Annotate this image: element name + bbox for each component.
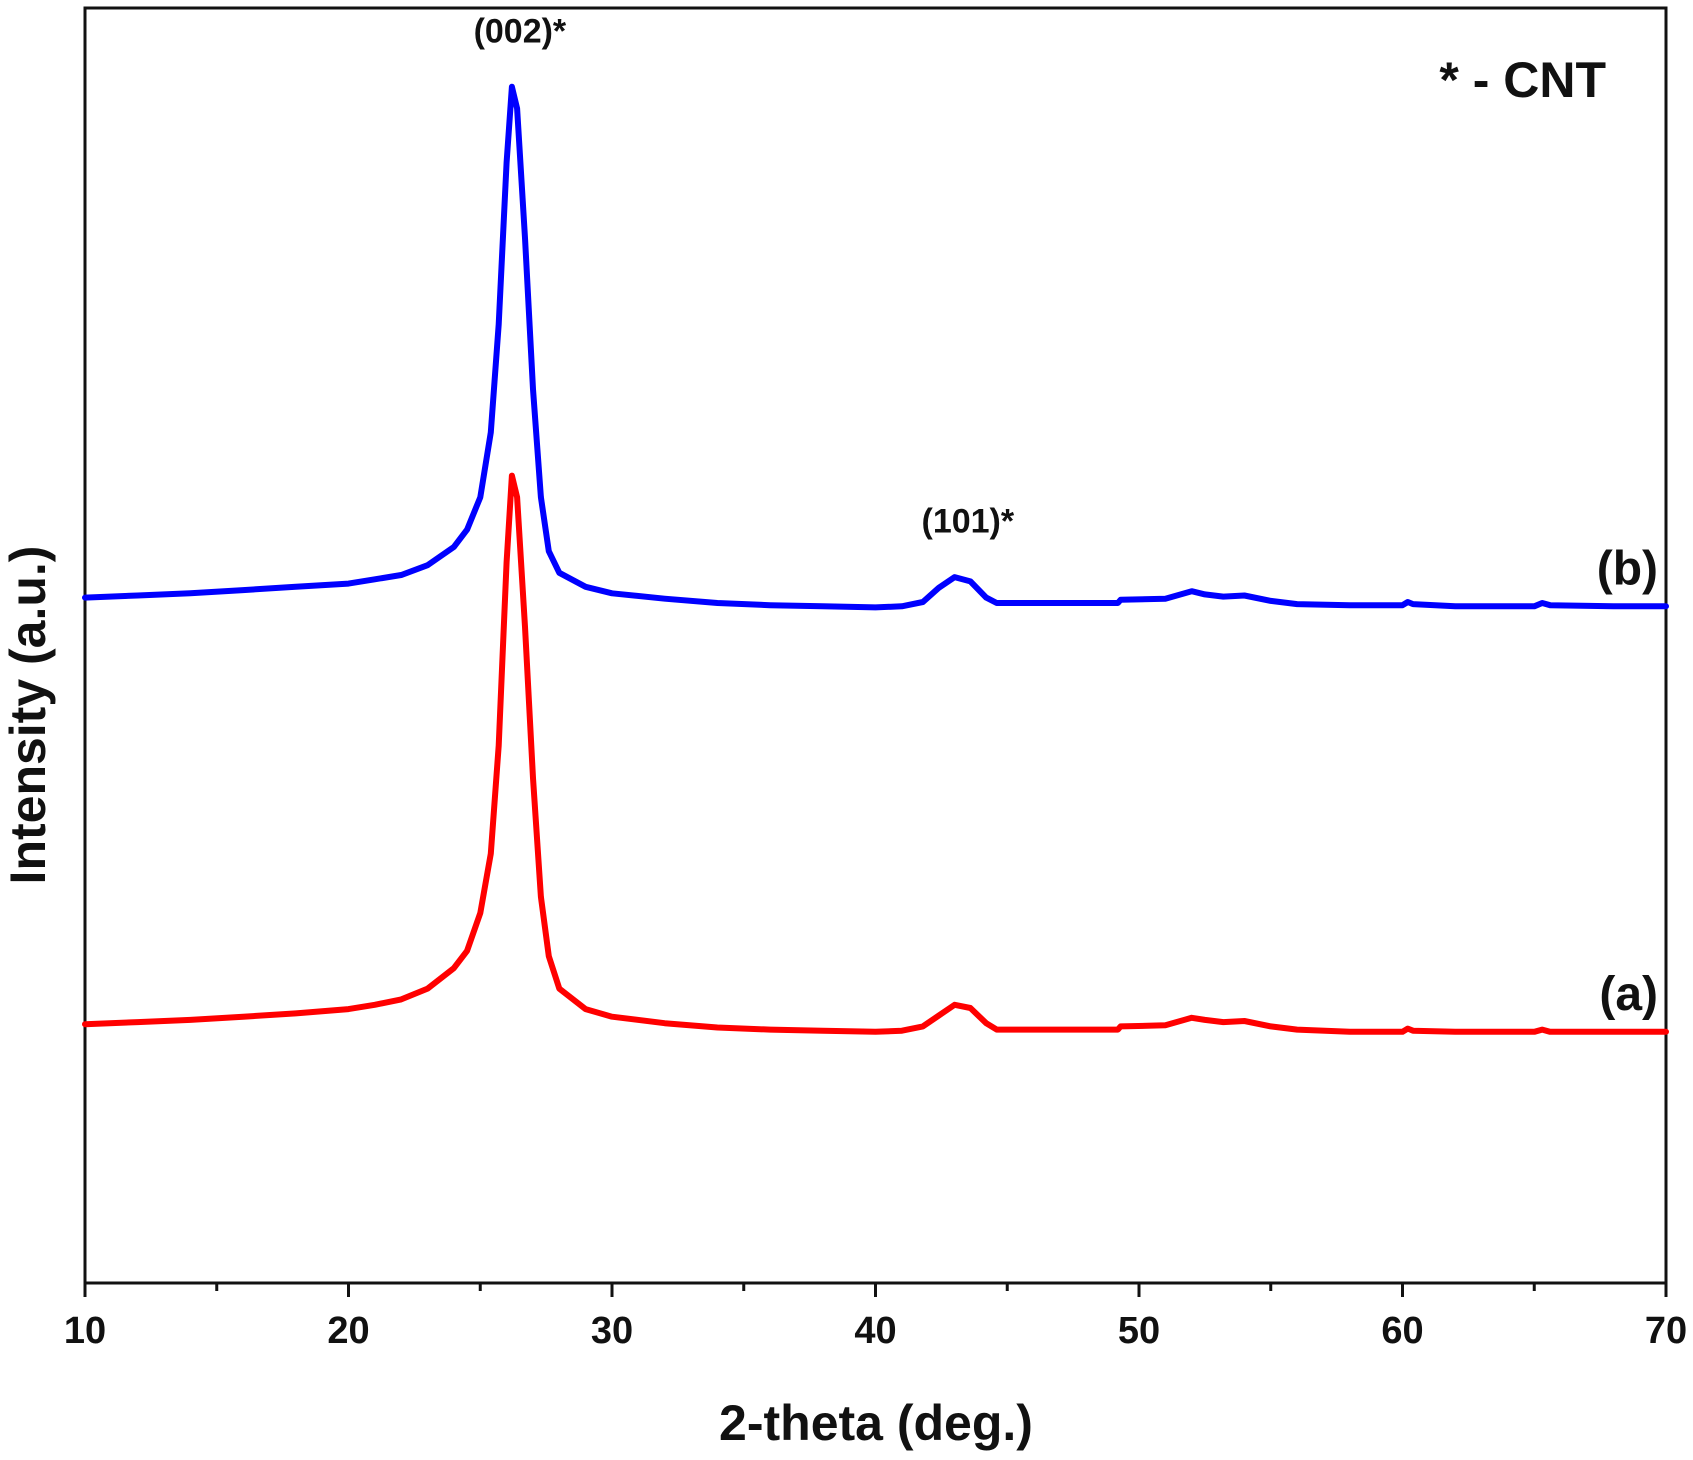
- legend-note: * - CNT: [1439, 52, 1606, 108]
- series-line-a: [82, 472, 1669, 1035]
- series-label: (b): [1597, 542, 1658, 595]
- labels-layer: (a) (b) (002)* (101)*: [474, 12, 1658, 1020]
- x-tick-label: 50: [1118, 1310, 1160, 1352]
- plot-frame: [83, 6, 1668, 1285]
- y-axis-label: Intensity (a.u.): [0, 546, 56, 885]
- series-label: (a): [1599, 968, 1658, 1021]
- peak-annotation: (002)*: [474, 12, 567, 50]
- x-tick-label: 20: [327, 1310, 369, 1352]
- series-layer: [82, 83, 1669, 1035]
- x-tick-label: 70: [1645, 1310, 1687, 1352]
- peak-annotation: (101)*: [922, 503, 1015, 541]
- x-tick-label: 30: [591, 1310, 633, 1352]
- x-tick-label: 60: [1381, 1310, 1423, 1352]
- x-tick-label: 40: [854, 1310, 896, 1352]
- x-axis-label: 2-theta (deg.): [719, 1395, 1033, 1451]
- x-axis-ticks: 10 20 30 40 50 60 70: [64, 1283, 1687, 1352]
- series-line-b: [82, 83, 1669, 611]
- x-tick-label: 10: [64, 1310, 106, 1352]
